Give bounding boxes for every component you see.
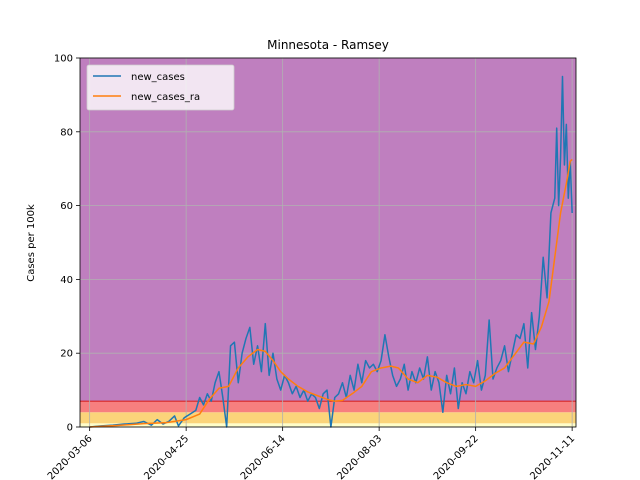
plot-frame <box>79 57 577 428</box>
series-line-new_cases_ra <box>89 158 573 428</box>
x-tick-label: 2020-09-22 <box>432 433 481 480</box>
y-tick-label: 100 <box>54 54 73 65</box>
x-axis: 2020-03-06 2020-04-25 2020-06-14 2020-08-03… <box>46 427 577 480</box>
series-lines <box>89 75 573 428</box>
x-tick-label: 2020-11-11 <box>528 433 577 480</box>
chart-title: Minnesota - Ramsey <box>267 38 389 52</box>
x-tick-label: 2020-03-06 <box>46 433 95 480</box>
y-tick-label: 20 <box>60 349 73 360</box>
band-1 <box>80 412 576 424</box>
y-tick-label: 40 <box>60 275 73 286</box>
x-tick-label: 2020-06-14 <box>239 433 288 480</box>
y-tick-label: 80 <box>60 127 73 138</box>
y-tick-label: 0 <box>67 423 73 434</box>
series-line-new_cases <box>89 75 573 428</box>
y-tick-label: 60 <box>60 201 73 212</box>
band-2 <box>80 401 576 413</box>
threshold-bands <box>80 58 576 427</box>
band-3 <box>80 58 576 402</box>
x-tick-label: 2020-04-25 <box>142 433 191 480</box>
legend-box <box>86 64 235 111</box>
x-tick-label: 2020-08-03 <box>335 433 384 480</box>
y-axis-label: Cases per 100k <box>26 204 37 282</box>
legend: new_cases new_cases_ra <box>86 64 235 111</box>
band-0 <box>80 423 576 427</box>
y-axis: 0 20 40 60 80 100 <box>54 54 80 434</box>
legend-label-new_cases: new_cases <box>131 72 185 83</box>
legend-label-new_cases_ra: new_cases_ra <box>131 92 200 103</box>
